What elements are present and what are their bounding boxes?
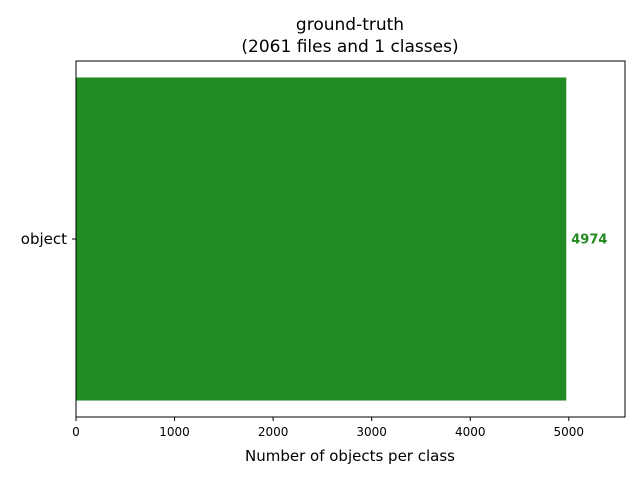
x-tick-label: 1000 xyxy=(159,425,190,439)
bar-value-label: 4974 xyxy=(571,233,607,248)
chart-title-line-2: (2061 files and 1 classes) xyxy=(241,37,458,57)
x-axis-label: Number of objects per class xyxy=(245,447,455,465)
x-tick-label: 4000 xyxy=(455,425,486,439)
x-tick-label: 0 xyxy=(72,425,80,439)
bar-object xyxy=(76,77,567,401)
axes-frame xyxy=(75,60,626,418)
x-tick-label: 2000 xyxy=(258,425,289,439)
y-tick-label: object xyxy=(21,230,67,248)
chart-title-line-1: ground-truth xyxy=(296,15,404,35)
plot-area: object 4974 0 1000 2000 3000 4000 5000 xyxy=(21,60,626,439)
x-tick-label: 5000 xyxy=(554,425,585,439)
x-tick-label: 3000 xyxy=(356,425,387,439)
